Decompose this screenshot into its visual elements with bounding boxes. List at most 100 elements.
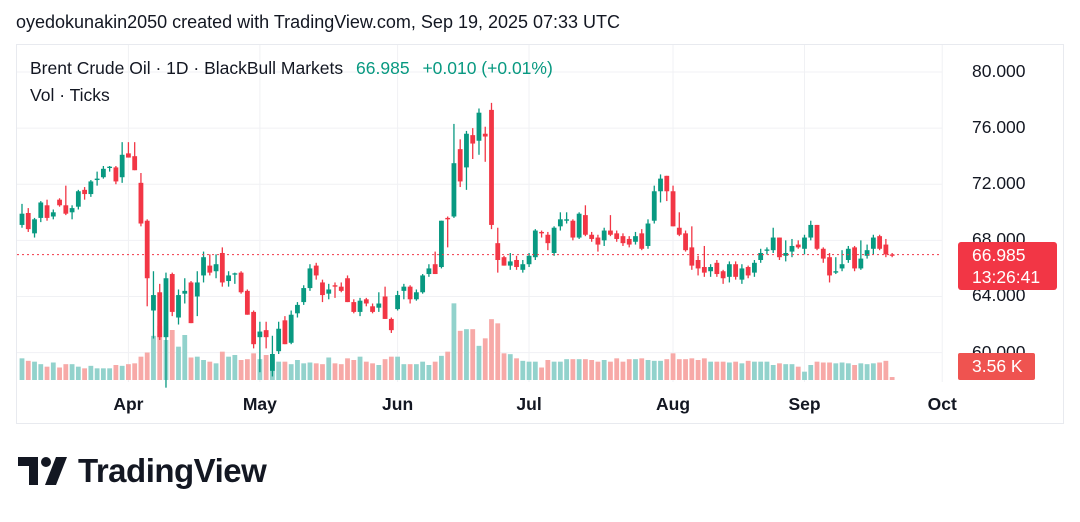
volume-bar	[19, 358, 25, 380]
candle-body	[370, 306, 375, 312]
volume-bar	[507, 354, 513, 380]
volume-bar	[664, 359, 670, 380]
last-price: 66.985	[356, 58, 410, 78]
volume-bar	[651, 360, 657, 380]
volume-bar	[107, 368, 113, 380]
candle-body	[313, 265, 319, 276]
volume-bar	[413, 364, 419, 380]
candle	[244, 289, 250, 315]
candle	[188, 281, 194, 324]
volume-bar	[332, 363, 338, 380]
candle-body	[545, 234, 551, 244]
candle	[752, 260, 757, 277]
volume-bar	[545, 360, 551, 380]
volume-bar	[720, 361, 726, 380]
candle-body	[301, 288, 307, 303]
volume-bar	[783, 364, 789, 380]
candle	[839, 250, 845, 272]
candle	[557, 212, 563, 231]
volume-bar	[852, 365, 857, 380]
candle	[257, 321, 263, 373]
candle-body	[169, 274, 175, 312]
volume-bar	[420, 361, 426, 380]
volume-bar	[244, 359, 250, 380]
candle-body	[658, 178, 663, 192]
candle-body	[94, 178, 100, 181]
volume-bar	[614, 358, 620, 380]
candle-body	[764, 249, 770, 251]
volume-bar	[745, 360, 751, 380]
volume-bar	[395, 356, 400, 380]
candle-body	[388, 318, 394, 331]
candle-body	[570, 220, 576, 238]
volume-bar	[376, 365, 382, 380]
volume-bar	[739, 363, 745, 380]
volume-bar	[282, 361, 288, 380]
volume-bar	[188, 357, 194, 380]
candle	[32, 217, 37, 238]
candle-body	[789, 245, 795, 252]
candle	[645, 219, 651, 249]
volume-bar	[802, 371, 807, 380]
candle-body	[219, 252, 225, 283]
candle	[320, 279, 325, 303]
candle	[445, 216, 451, 248]
candle-body	[25, 213, 31, 230]
volume-bar	[439, 355, 444, 380]
candle	[357, 297, 363, 317]
time-tick-label: Jul	[516, 394, 542, 414]
volume-bar	[232, 355, 238, 380]
volume-indicator-legend[interactable]: Vol · Ticks	[30, 85, 110, 105]
candle	[94, 171, 100, 186]
volume-bar	[345, 358, 350, 380]
candle	[714, 260, 720, 277]
volume-bar	[877, 362, 883, 380]
volume-bars	[19, 303, 895, 380]
candle-body	[401, 286, 407, 291]
candle	[802, 234, 807, 255]
volume-bar	[532, 361, 538, 380]
candle	[808, 220, 814, 241]
candle	[814, 224, 820, 251]
price-tick-label: 76.000	[972, 117, 1026, 138]
volume-bar	[633, 359, 638, 380]
volume-bar	[526, 361, 532, 380]
candle	[226, 271, 231, 287]
candle-body	[19, 213, 25, 225]
candle-body	[326, 289, 332, 294]
tradingview-logo[interactable]: TradingView	[18, 452, 267, 490]
symbol-legend[interactable]: Brent Crude Oil · 1D · BlackBull Markets…	[30, 58, 553, 79]
price-tick-label: 80.000	[972, 61, 1026, 81]
candle-body	[526, 255, 532, 265]
candle-body	[583, 215, 588, 235]
candle	[439, 220, 444, 269]
time-tick-label: Sep	[788, 394, 821, 414]
candle-body	[464, 133, 469, 168]
candle	[232, 272, 238, 284]
volume-bar	[576, 359, 582, 380]
candle	[376, 292, 382, 312]
volume-bar	[676, 359, 682, 380]
time-tick-label: May	[242, 394, 277, 414]
candle	[507, 252, 513, 270]
volume-bar	[839, 362, 845, 380]
candle	[370, 303, 375, 314]
volume-bar	[764, 361, 770, 380]
candle	[69, 205, 75, 220]
volume-bar	[795, 366, 801, 380]
candle	[407, 285, 413, 304]
candle	[338, 282, 344, 293]
time-tick-label: Jun	[382, 394, 414, 414]
volume-bar	[119, 365, 125, 380]
candle-body	[457, 149, 463, 182]
candle	[570, 219, 576, 241]
candle-body	[413, 292, 419, 300]
candle	[495, 227, 501, 273]
volume-bar	[176, 346, 181, 380]
candle-body	[770, 237, 776, 251]
candle-body	[151, 295, 156, 311]
volume-bar	[169, 330, 175, 380]
candle	[545, 231, 551, 251]
candle	[689, 226, 695, 270]
